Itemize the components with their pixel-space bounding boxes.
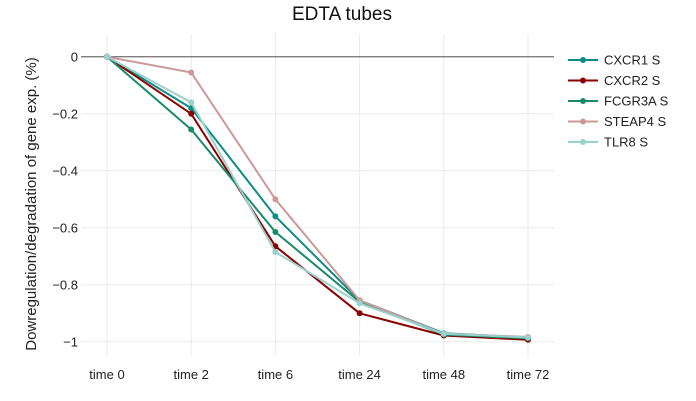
legend-item[interactable]: FCGR3A S (568, 94, 669, 109)
data-point (188, 69, 195, 76)
y-tick-label: 0 (71, 49, 78, 64)
y-axis-label: Dowregulation/degradation of gene exp. (… (23, 57, 40, 351)
data-point (525, 334, 531, 341)
series-line (106, 55, 529, 341)
legend-item[interactable]: CXCR2 S (568, 73, 661, 88)
x-tick-label: time 0 (89, 367, 124, 382)
data-point (272, 248, 279, 255)
data-point (440, 330, 447, 337)
data-point (188, 126, 195, 133)
legend-item[interactable]: STEAP4 S (568, 114, 666, 129)
legend-label: CXCR1 S (604, 53, 661, 68)
legend: CXCR1 S CXCR2 S FCGR3A S STEAP4 S TLR8 S (568, 53, 669, 150)
y-tick-label: −1 (63, 334, 78, 349)
x-tick-label: time 72 (507, 367, 550, 382)
data-point (104, 53, 110, 60)
axes: time 0 time 2 time 6 time 24 time 48 time 72 0… (52, 49, 549, 382)
series (104, 53, 531, 343)
y-tick-label: −0.4 (52, 163, 78, 178)
legend-label: STEAP4 S (604, 114, 666, 129)
data-point (356, 300, 363, 307)
grid (81, 34, 554, 356)
legend-swatch-marker (580, 57, 586, 63)
data-point (188, 99, 195, 106)
y-tick-label: −0.6 (52, 220, 78, 235)
x-tick-label: time 6 (258, 367, 293, 382)
data-point (356, 310, 363, 317)
legend-item[interactable]: TLR8 S (568, 135, 648, 150)
chart-title: EDTA tubes (292, 4, 392, 25)
data-point (272, 213, 279, 220)
x-tick-label: time 24 (338, 367, 381, 382)
legend-swatch-marker (580, 77, 586, 84)
series-line (106, 55, 529, 339)
x-tick-label: time 2 (173, 367, 208, 382)
legend-swatch-marker (580, 98, 586, 104)
data-point (188, 110, 195, 117)
legend-label: FCGR3A S (604, 94, 669, 109)
series-cxcr1-s (104, 53, 531, 341)
series-cxcr2-s (104, 53, 531, 343)
legend-item[interactable]: CXCR1 S (568, 53, 661, 68)
data-point (272, 196, 279, 203)
x-tick-label: time 48 (422, 367, 465, 382)
legend-swatch-marker (580, 139, 586, 145)
data-point (272, 229, 279, 236)
y-tick-label: −0.2 (52, 106, 78, 121)
legend-label: CXCR2 S (604, 73, 661, 88)
legend-swatch-marker (580, 118, 586, 125)
y-tick-label: −0.8 (52, 277, 78, 292)
legend-label: TLR8 S (604, 135, 648, 150)
series-steap4-s (104, 53, 531, 340)
series-tlr8-s (104, 53, 531, 341)
